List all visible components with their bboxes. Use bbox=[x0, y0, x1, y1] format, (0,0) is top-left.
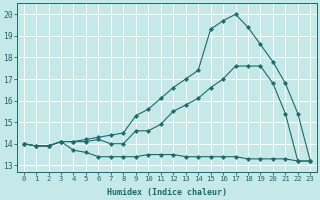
X-axis label: Humidex (Indice chaleur): Humidex (Indice chaleur) bbox=[107, 188, 227, 197]
